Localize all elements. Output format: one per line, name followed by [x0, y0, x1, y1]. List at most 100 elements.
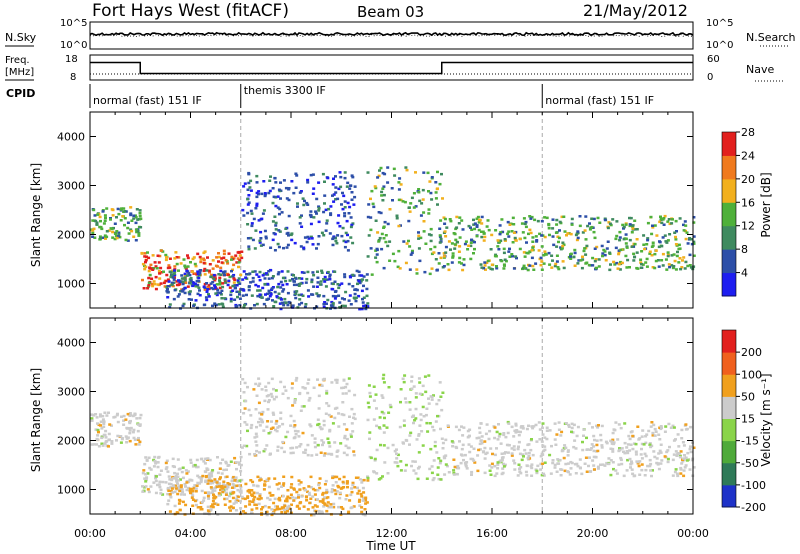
data-cell [148, 273, 152, 277]
x-axis-label: Time UT [365, 539, 416, 553]
data-cell [253, 495, 257, 499]
data-cell [235, 284, 239, 287]
data-cell [616, 267, 620, 270]
data-cell [321, 498, 325, 501]
data-cell [467, 244, 471, 247]
data-cell [438, 461, 442, 465]
data-cell [502, 465, 506, 468]
data-cell [223, 273, 226, 277]
data-cell [663, 214, 667, 218]
data-cell [576, 231, 580, 235]
data-cell [319, 280, 323, 283]
data-cell [151, 254, 155, 257]
data-cell [677, 243, 681, 247]
data-cell [432, 459, 436, 462]
data-cell [438, 241, 442, 244]
data-cell [212, 273, 216, 277]
data-cell [395, 452, 398, 456]
data-cell [530, 256, 534, 260]
data-cell [159, 266, 163, 270]
data-cell [603, 218, 607, 222]
data-cell [427, 190, 430, 193]
data-cell [270, 395, 274, 398]
data-cell [244, 482, 248, 486]
data-cell [158, 480, 162, 484]
data-cell [179, 493, 183, 496]
data-cell [181, 290, 185, 293]
data-cell [297, 303, 301, 306]
data-cell [542, 472, 546, 476]
data-cell [197, 276, 201, 280]
data-cell [375, 248, 379, 252]
data-cell [313, 504, 317, 507]
data-cell [337, 286, 341, 290]
data-cell [388, 240, 392, 243]
data-cell [370, 273, 374, 276]
data-cell [398, 267, 402, 270]
data-cell [457, 261, 461, 264]
data-cell [489, 267, 493, 271]
data-cell [370, 189, 374, 193]
data-cell [562, 215, 566, 218]
data-cell [447, 268, 451, 272]
data-cell [555, 218, 559, 222]
data-cell [441, 197, 444, 200]
data-cell [146, 287, 150, 290]
data-cell [311, 243, 315, 246]
date-label: 21/May/2012 [583, 1, 688, 20]
data-cell [237, 265, 240, 269]
data-cell [638, 460, 642, 463]
data-cell [271, 511, 275, 515]
data-cell [282, 303, 286, 307]
data-cell [543, 235, 547, 239]
data-cell [293, 241, 297, 245]
data-cell [421, 405, 425, 409]
data-cell [258, 293, 262, 296]
data-cell [395, 214, 399, 217]
data-cell [398, 425, 402, 429]
data-cell [274, 221, 278, 225]
data-cell [472, 447, 476, 450]
data-cell [452, 458, 456, 461]
data-cell [395, 448, 398, 451]
data-cell [657, 245, 661, 249]
data-cell [386, 472, 390, 475]
data-cell [342, 386, 345, 389]
data-cell [540, 453, 544, 456]
colorbar-tick-label: -15 [741, 435, 759, 448]
data-cell [430, 252, 434, 256]
data-cell [129, 212, 133, 215]
data-cell [133, 438, 137, 441]
data-cell [340, 282, 344, 285]
data-cell [377, 240, 381, 243]
data-cell [194, 490, 198, 493]
data-cell [316, 242, 320, 246]
data-cell [501, 456, 505, 459]
data-cell [179, 262, 183, 265]
data-cell [593, 438, 596, 442]
data-cell [576, 425, 580, 429]
data-cell [298, 298, 302, 301]
data-cell [271, 238, 275, 242]
data-cell [225, 468, 228, 471]
data-cell [430, 395, 434, 399]
data-cell [641, 263, 645, 266]
data-cell [512, 445, 516, 448]
data-cell [261, 212, 265, 215]
data-cell [329, 452, 333, 456]
data-cell [417, 188, 421, 191]
data-cell [295, 283, 299, 287]
data-cell [594, 456, 598, 459]
data-cell [265, 292, 269, 295]
data-cell [258, 239, 262, 243]
data-cell [671, 458, 675, 462]
data-cell [147, 284, 151, 287]
data-cell [217, 273, 221, 276]
data-cell [692, 265, 696, 268]
data-cell [424, 413, 428, 417]
data-cell [207, 295, 211, 298]
data-cell [632, 442, 636, 445]
data-cell [592, 455, 596, 459]
data-cell [633, 255, 636, 259]
